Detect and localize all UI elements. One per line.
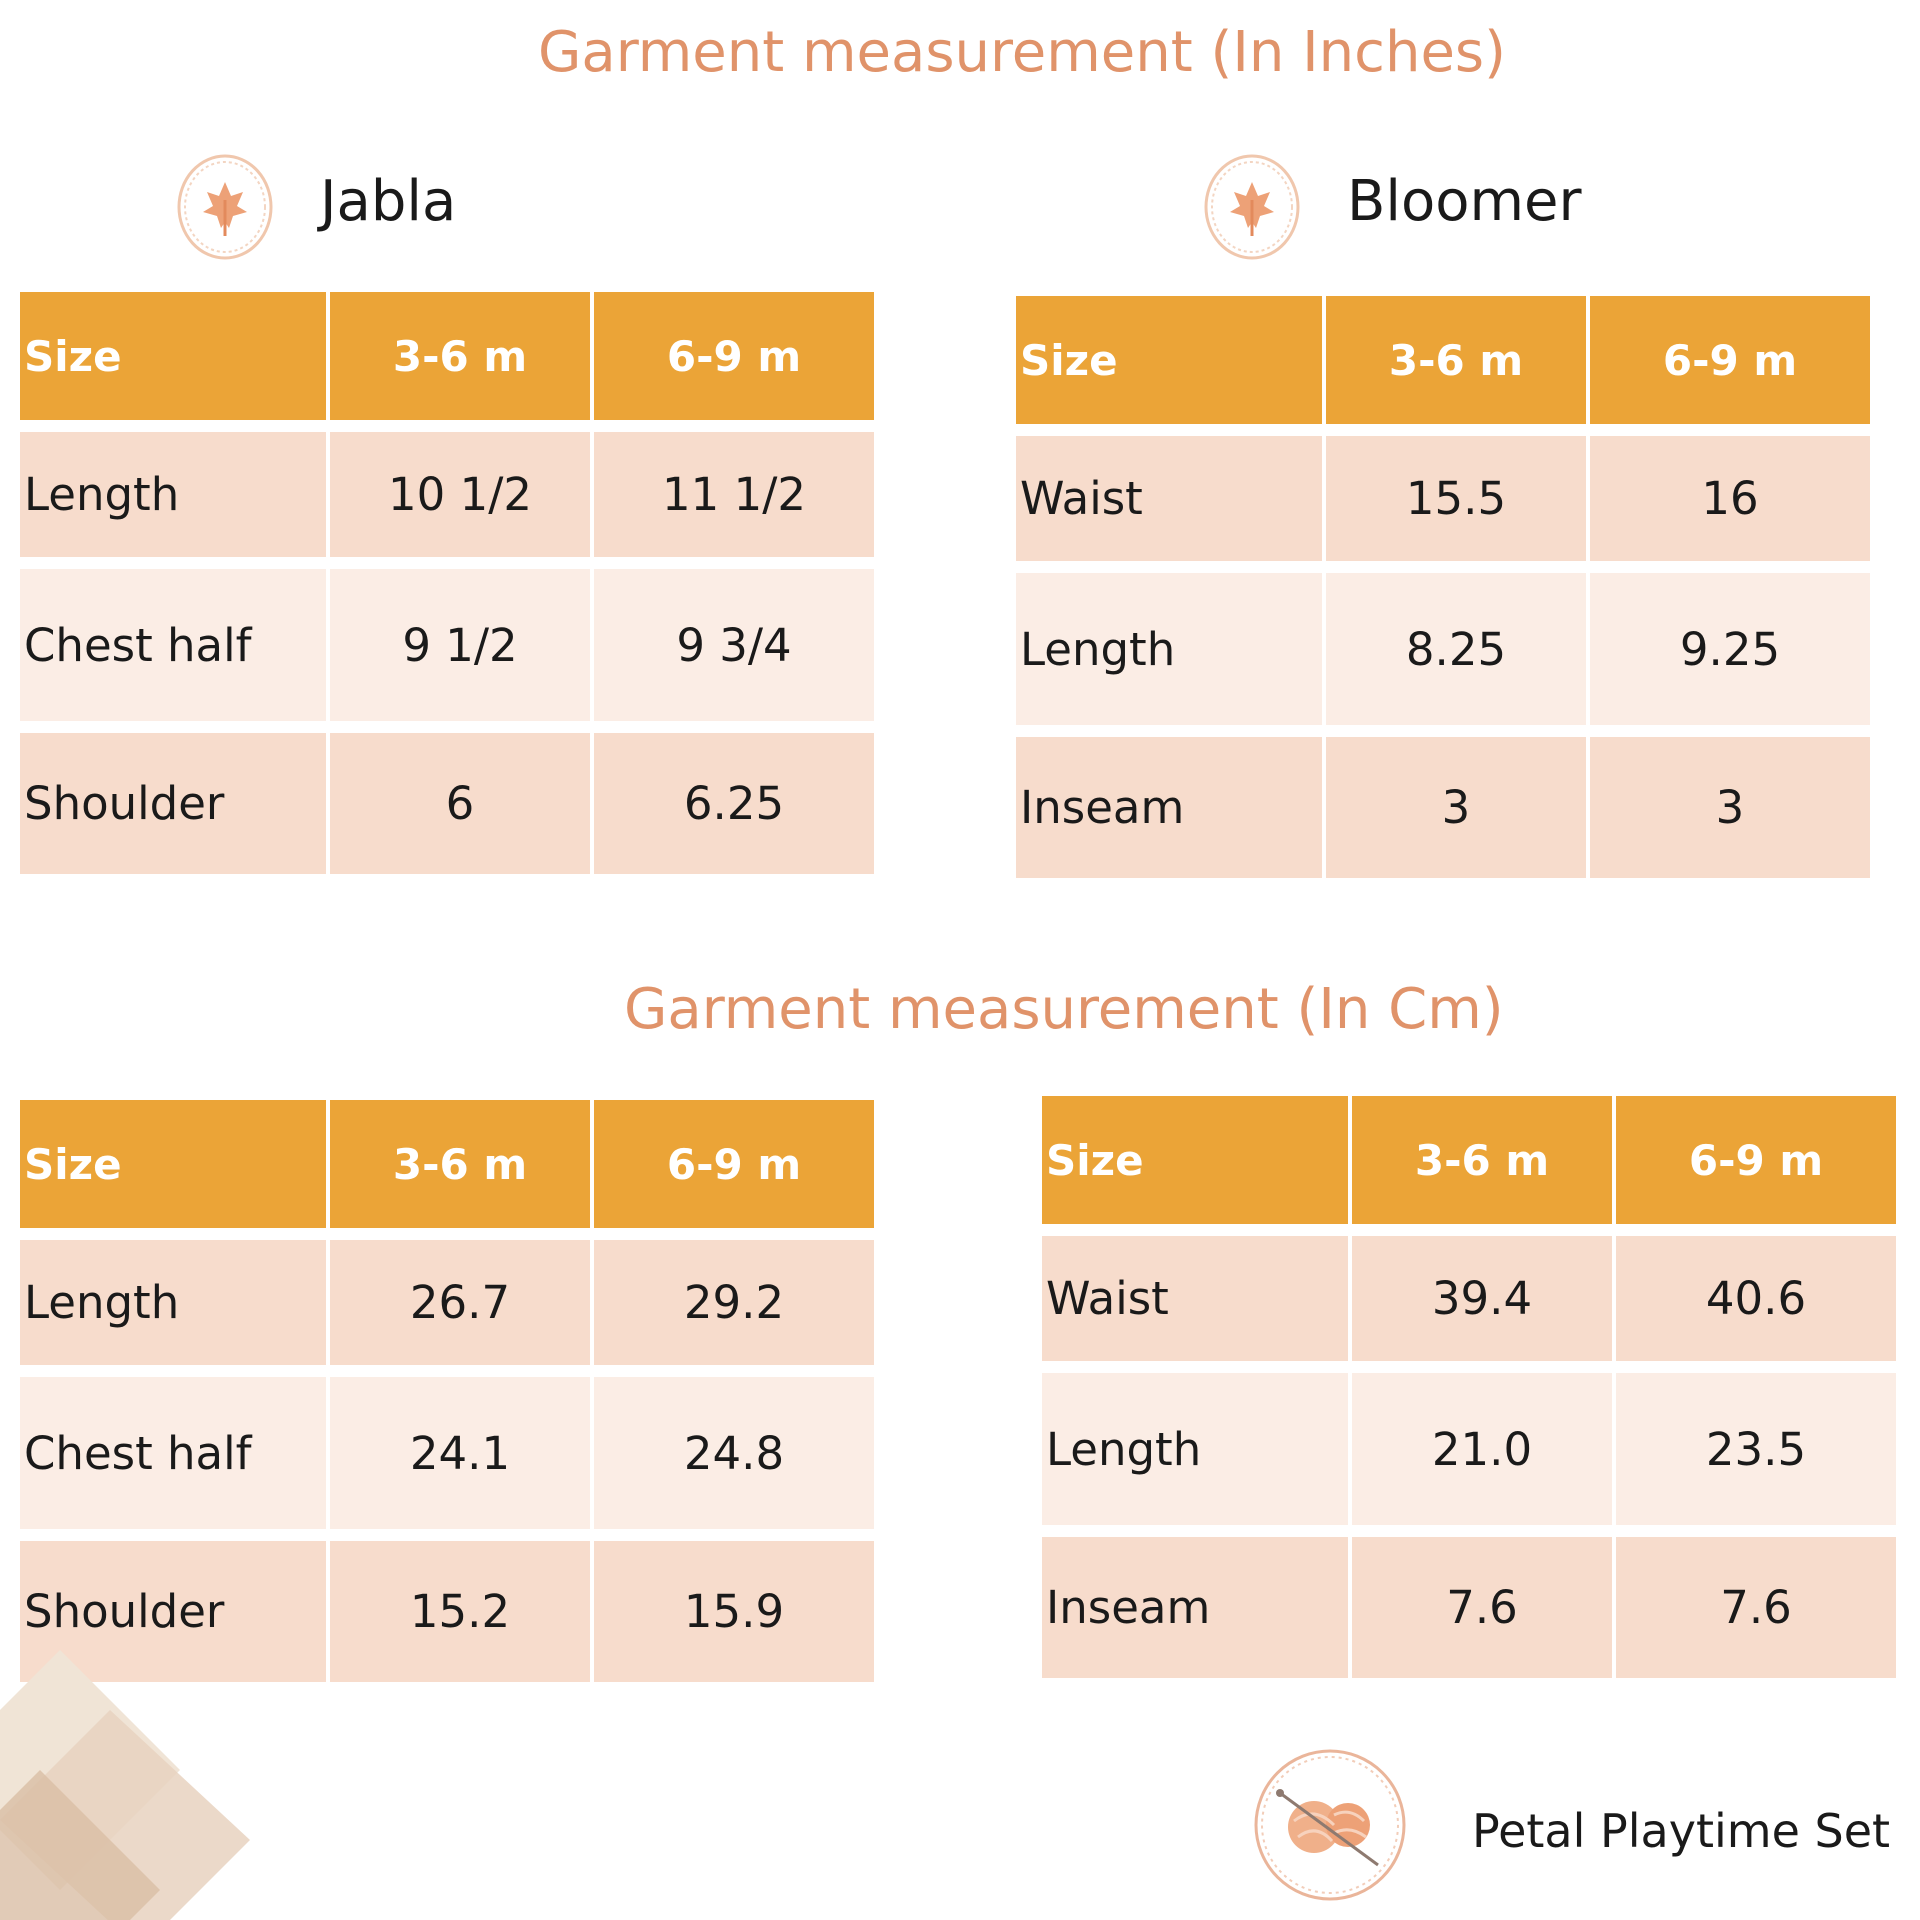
- table-cell: 24.1: [330, 1377, 594, 1541]
- bloomer-title: Bloomer: [1347, 169, 1582, 234]
- table-cell: 15.9: [594, 1541, 874, 1682]
- header-cell-size: Size: [1016, 296, 1326, 436]
- table-cell: 10 1/2: [330, 432, 594, 569]
- table-cell: 7.6: [1616, 1537, 1896, 1678]
- leaf-badge-icon: [1204, 154, 1300, 260]
- table-row: Length 26.7 29.2: [20, 1240, 874, 1377]
- inches-section-title: Garment measurement (In Inches): [538, 20, 1506, 85]
- cm-section-title: Garment measurement (In Cm): [624, 977, 1504, 1042]
- row-label: Length: [20, 432, 330, 569]
- table-cell: 11 1/2: [594, 432, 874, 569]
- row-label: Shoulder: [20, 1541, 330, 1682]
- table-cell: 39.4: [1352, 1236, 1616, 1373]
- row-label: Waist: [1016, 436, 1326, 573]
- table-row: Chest half 24.1 24.8: [20, 1377, 874, 1541]
- table-cell: 16: [1590, 436, 1870, 573]
- header-cell-size: Size: [20, 1100, 330, 1240]
- table-cell: 21.0: [1352, 1373, 1616, 1537]
- yarn-ball-icon: [1254, 1749, 1406, 1901]
- table-cell: 3: [1326, 737, 1590, 878]
- jabla-cm-table: Size 3-6 m 6-9 m Length 26.7 29.2 Chest …: [20, 1100, 874, 1682]
- table-row: Inseam 3 3: [1016, 737, 1870, 878]
- table-row: Shoulder 15.2 15.9: [20, 1541, 874, 1682]
- table-cell: 7.6: [1352, 1537, 1616, 1678]
- header-cell-6-9m: 6-9 m: [1590, 296, 1870, 436]
- bloomer-inches-table: Size 3-6 m 6-9 m Waist 15.5 16 Length 8.…: [1016, 296, 1870, 878]
- bloomer-cm-table: Size 3-6 m 6-9 m Waist 39.4 40.6 Length …: [1042, 1096, 1896, 1678]
- table-cell: 23.5: [1616, 1373, 1896, 1537]
- header-cell-size: Size: [20, 292, 330, 432]
- header-cell-6-9m: 6-9 m: [1616, 1096, 1896, 1236]
- row-label: Length: [20, 1240, 330, 1377]
- header-cell-3-6m: 3-6 m: [330, 1100, 594, 1240]
- leaf-badge-icon: [177, 154, 273, 260]
- table-cell: 29.2: [594, 1240, 874, 1377]
- table-cell: 9.25: [1590, 573, 1870, 737]
- row-label: Inseam: [1016, 737, 1326, 878]
- table-header-row: Size 3-6 m 6-9 m: [1042, 1096, 1896, 1236]
- table-header-row: Size 3-6 m 6-9 m: [1016, 296, 1870, 436]
- row-label: Length: [1016, 573, 1326, 737]
- table-row: Waist 39.4 40.6: [1042, 1236, 1896, 1373]
- header-cell-6-9m: 6-9 m: [594, 1100, 874, 1240]
- row-label: Chest half: [20, 1377, 330, 1541]
- row-label: Chest half: [20, 569, 330, 733]
- table-header-row: Size 3-6 m 6-9 m: [20, 292, 874, 432]
- table-row: Length 21.0 23.5: [1042, 1373, 1896, 1537]
- table-cell: 15.5: [1326, 436, 1590, 573]
- table-cell: 9 3/4: [594, 569, 874, 733]
- row-label: Waist: [1042, 1236, 1352, 1373]
- table-header-row: Size 3-6 m 6-9 m: [20, 1100, 874, 1240]
- jabla-title: Jabla: [320, 169, 457, 234]
- table-cell: 6: [330, 733, 594, 874]
- table-row: Shoulder 6 6.25: [20, 733, 874, 874]
- table-row: Chest half 9 1/2 9 3/4: [20, 569, 874, 733]
- table-cell: 24.8: [594, 1377, 874, 1541]
- jabla-inches-table: Size 3-6 m 6-9 m Length 10 1/2 11 1/2 Ch…: [20, 292, 874, 874]
- product-name: Petal Playtime Set: [1472, 1804, 1891, 1858]
- header-cell-size: Size: [1042, 1096, 1352, 1236]
- row-label: Inseam: [1042, 1537, 1352, 1678]
- table-cell: 26.7: [330, 1240, 594, 1377]
- table-cell: 15.2: [330, 1541, 594, 1682]
- header-cell-3-6m: 3-6 m: [1326, 296, 1590, 436]
- header-cell-3-6m: 3-6 m: [330, 292, 594, 432]
- table-cell: 3: [1590, 737, 1870, 878]
- header-cell-3-6m: 3-6 m: [1352, 1096, 1616, 1236]
- row-label: Length: [1042, 1373, 1352, 1537]
- header-cell-6-9m: 6-9 m: [594, 292, 874, 432]
- table-row: Length 10 1/2 11 1/2: [20, 432, 874, 569]
- table-cell: 40.6: [1616, 1236, 1896, 1373]
- table-row: Inseam 7.6 7.6: [1042, 1537, 1896, 1678]
- row-label: Shoulder: [20, 733, 330, 874]
- table-cell: 6.25: [594, 733, 874, 874]
- table-cell: 9 1/2: [330, 569, 594, 733]
- decorative-diamonds: [0, 1650, 250, 1920]
- table-row: Length 8.25 9.25: [1016, 573, 1870, 737]
- table-cell: 8.25: [1326, 573, 1590, 737]
- table-row: Waist 15.5 16: [1016, 436, 1870, 573]
